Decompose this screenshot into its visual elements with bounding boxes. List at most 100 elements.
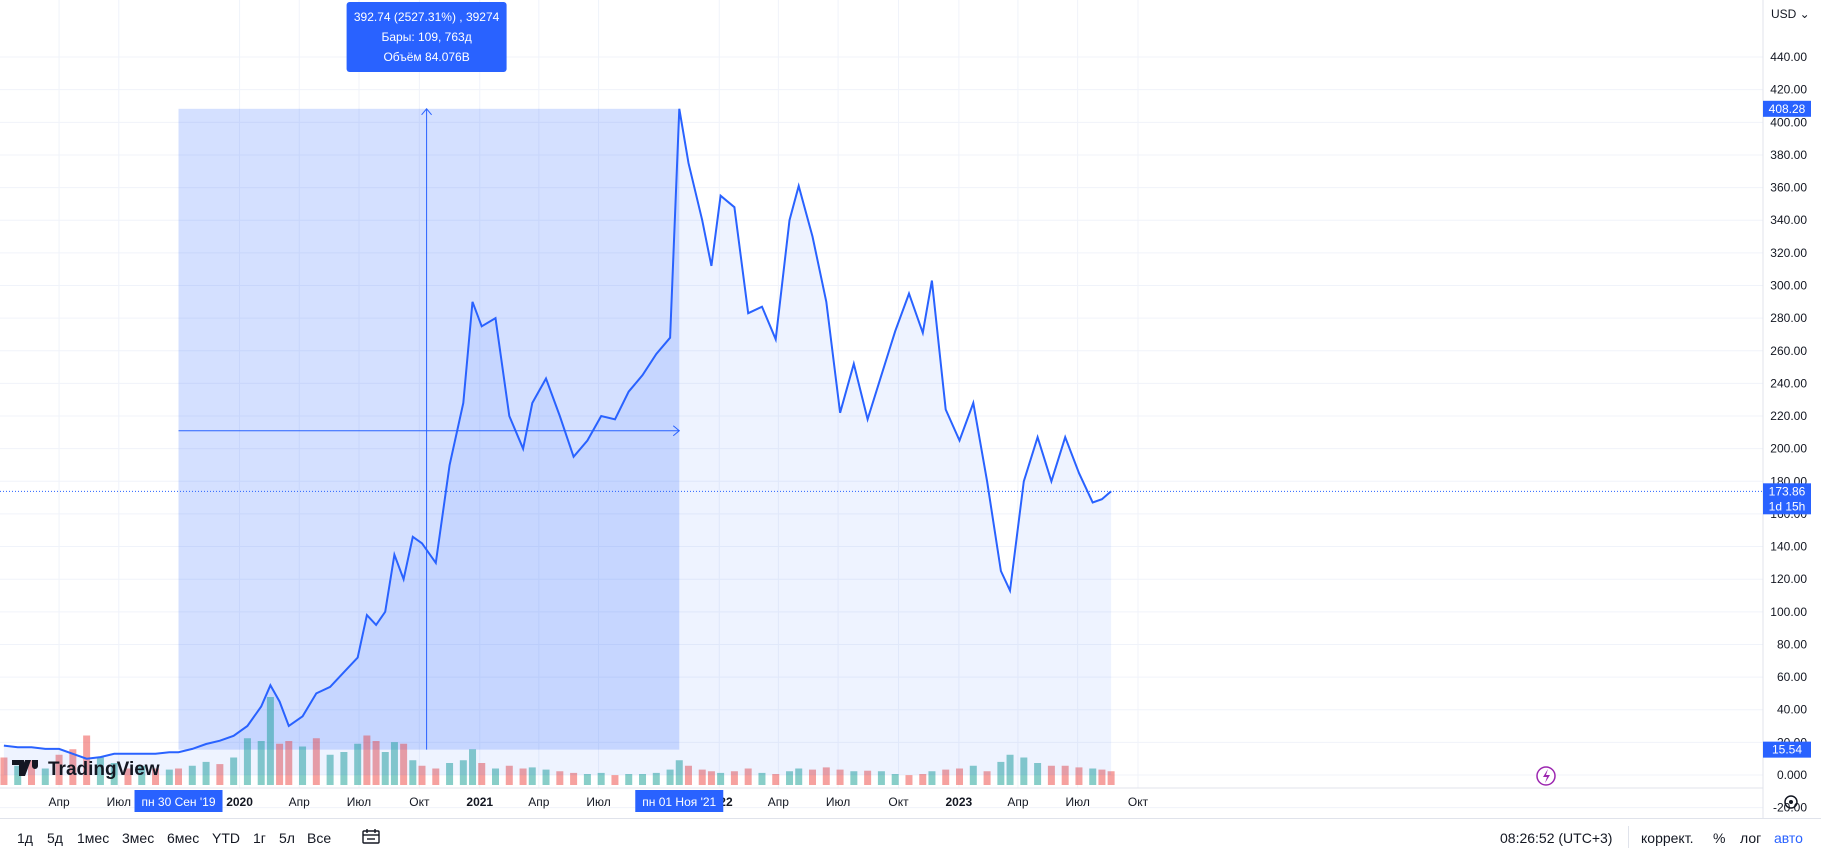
volume-bar [340,752,348,785]
price-tick-label: 140.00 [1770,540,1807,554]
auto-button[interactable]: авто [1774,830,1803,846]
log-button[interactable]: лог [1740,830,1762,846]
volume-bar [124,768,132,785]
currency-selector[interactable]: USD ⌄ [1771,7,1810,21]
volume-bar [409,760,417,785]
measure-tooltip: 392.74 (2527.31%) , 39274 Бары: 109, 763… [346,2,507,72]
range-button[interactable]: 3мес [122,830,155,846]
time-tick-label: 2020 [226,795,253,809]
volume-bar [822,767,830,785]
lightning-icon[interactable] [1536,766,1556,786]
volume-bar [877,771,885,785]
end-date-label: пн 01 Ноя '21 [642,795,716,809]
volume-bar [652,772,660,785]
price-axis: -20.000.00020.0040.0060.0080.00100.00120… [1770,50,1807,815]
volume-bar [772,774,780,785]
price-tick-label: 280.00 [1770,311,1807,325]
volume-bar [165,769,173,785]
volume-bar [556,771,564,785]
volume-bar [969,765,977,785]
price-area [3,108,1112,776]
volume-bar [202,761,210,785]
high-price-label: 408.28 [1769,102,1806,116]
clock-time: 08:26:52 (UTC+3) [1500,830,1613,846]
range-button[interactable]: 1г [253,830,266,846]
price-line [3,108,1112,760]
start-date-label-bg [134,790,223,812]
volume-bar [1075,767,1083,785]
range-button[interactable]: 5л [279,830,295,846]
volume-bar [675,760,683,785]
volume-bar [808,769,816,785]
range-button[interactable]: YTD [212,830,240,846]
range-button[interactable]: 6мес [167,830,200,846]
volume-bar [505,765,513,785]
volume-bar [758,772,766,785]
measure-range-box[interactable] [178,108,680,750]
measure-arrow-right [672,425,681,437]
time-tick-label: Апр [528,795,550,809]
countdown-label: 1d 15h [1769,499,1806,513]
volume-bar [230,757,238,785]
volume-bar [956,768,964,785]
chevron-down-icon: ⌄ [1796,7,1810,21]
time-tick-label: Июл [107,795,131,809]
volume-bar [1006,754,1014,785]
price-tick-label: 420.00 [1770,83,1807,97]
volume-bar [919,774,927,785]
tradingview-logo-icon [12,760,38,776]
percent-button[interactable]: % [1713,830,1726,846]
measure-tooltip-line1: 392.74 (2527.31%) , 39274 [354,10,500,24]
volume-bar [928,771,936,785]
volume-bar [152,768,160,785]
price-tick-label: 380.00 [1770,148,1807,162]
low-price-label: 15.54 [1772,743,1802,757]
price-tick-label: 120.00 [1770,572,1807,586]
volume-bar [1034,763,1042,785]
volume-bar [276,743,284,785]
volume-bar [492,768,500,785]
volume-bar [786,771,794,785]
settings-gear-icon[interactable] [1784,795,1798,809]
price-tick-label: 0.000 [1777,768,1807,782]
volume-bar [285,741,293,785]
tradingview-logo[interactable]: TradingView [12,759,160,780]
price-tick-label: 40.00 [1777,703,1807,717]
volume-bar [707,771,715,785]
volume-bar [666,769,674,785]
date-range-icon[interactable] [362,829,380,844]
price-tick-label: 60.00 [1777,670,1807,684]
volume-bar [684,765,692,785]
bottom-toolbar: 1д 5д 1мес 3мес 6мес YTD 1г 5л Все 08:26:52 (UTC… [0,818,1821,858]
volume-bar [583,774,591,785]
volume-bar [138,765,146,785]
volume-bar [83,735,91,785]
adjust-button[interactable]: коррект. [1641,830,1694,846]
volume-bar [372,741,380,785]
time-tick-label: 2021 [466,795,493,809]
volume-bar [528,767,536,785]
volume-bar [597,772,605,785]
price-chart[interactable]: -20.000.00020.0040.0060.0080.00100.00120… [0,0,1821,818]
volume-bar [216,764,224,785]
current-price-label: 173.86 [1769,484,1806,498]
time-tick-label: Июл [1065,795,1089,809]
range-button[interactable]: 1д [17,830,33,846]
volume-bar [1107,771,1115,785]
measure-tooltip-line2: Бары: 109, 763д [381,30,471,44]
volume-bar [188,765,196,785]
price-tick-label: 100.00 [1770,605,1807,619]
volume-bar [997,761,1005,785]
volume-bar [266,697,274,785]
grid [0,0,1763,809]
currency-label: USD [1771,7,1797,21]
range-button[interactable]: Все [307,830,332,846]
time-tick-label: Окт [409,795,430,809]
volume-bar [55,754,63,785]
price-axis-labels: 408.28 173.86 1d 15h 15.54 [1763,100,1811,758]
range-button[interactable]: 1мес [77,830,110,846]
chart-area[interactable]: -20.000.00020.0040.0060.0080.00100.00120… [0,0,1821,818]
volume-bar [326,754,334,785]
range-button[interactable]: 5д [47,830,63,846]
price-tick-label: 320.00 [1770,246,1807,260]
